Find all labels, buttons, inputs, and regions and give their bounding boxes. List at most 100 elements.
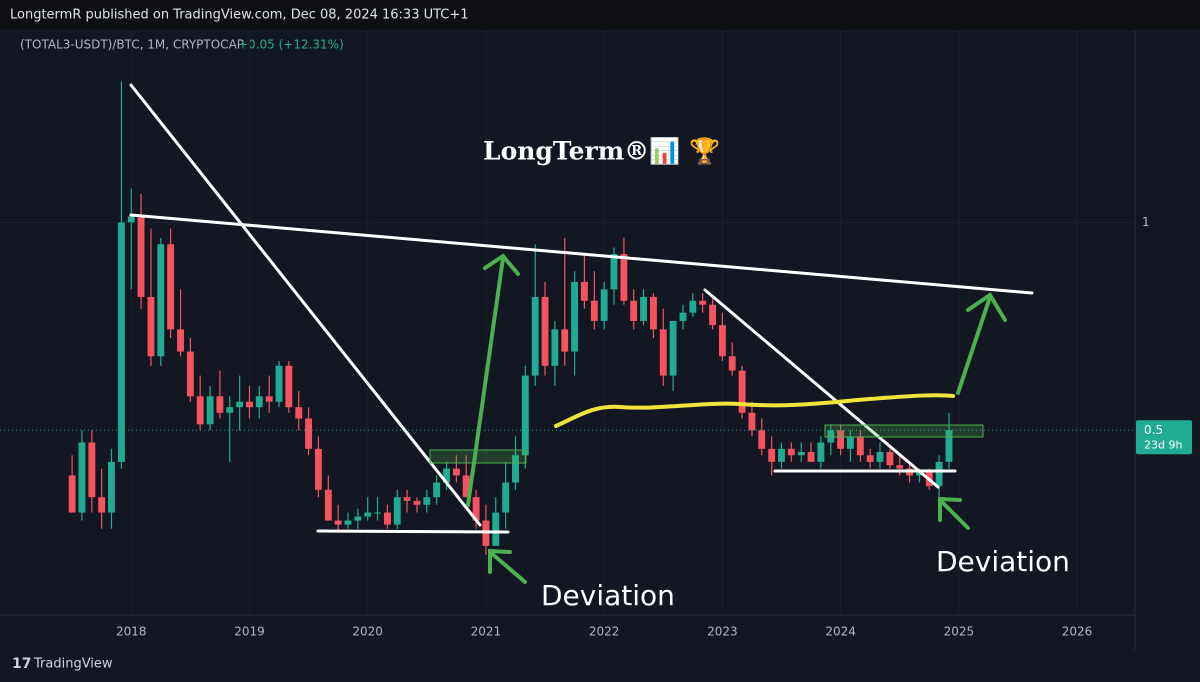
candle-body (945, 430, 953, 462)
candle-body (817, 442, 825, 462)
candle-body (255, 396, 263, 408)
candle-body (452, 468, 460, 476)
candle-body (896, 465, 904, 469)
x-tick-label: 2019 (234, 625, 265, 639)
candle-body (709, 304, 717, 326)
arrow (938, 496, 970, 530)
candle-body (78, 442, 86, 513)
candle-body (117, 222, 125, 462)
trendline (316, 529, 510, 534)
candle-body (374, 512, 381, 514)
header-bar (0, 0, 1200, 30)
candle-body (226, 407, 234, 413)
x-tick-label: 2018 (116, 625, 147, 639)
candle-body (610, 254, 618, 290)
chart-bg (0, 30, 1200, 650)
moving-average (554, 393, 955, 428)
candle-body (433, 482, 441, 498)
arrow (956, 292, 1007, 395)
candle-body (738, 370, 746, 413)
candle-body (630, 300, 638, 321)
candle-body (787, 448, 795, 456)
candle-body (216, 396, 224, 413)
trendline (703, 288, 940, 489)
candle-body (443, 468, 450, 483)
candle-body (600, 289, 608, 321)
candle-body (393, 497, 401, 525)
candle-body (236, 401, 244, 408)
x-tick-label: 2024 (825, 625, 856, 639)
arrows (466, 253, 1007, 584)
candle-body (541, 296, 549, 366)
zone (824, 424, 984, 438)
candle-body (640, 296, 647, 321)
candle-body (679, 312, 687, 321)
candle-body (620, 254, 628, 301)
candle-body (137, 216, 145, 297)
candle-body (827, 430, 835, 443)
footer-text: TradingView (33, 657, 113, 672)
candle-body (758, 430, 766, 449)
candle-body (413, 500, 421, 505)
candle-body (718, 325, 726, 357)
drawings (129, 83, 1034, 584)
candle-body (916, 472, 923, 476)
candle-body (521, 375, 529, 456)
candle-body (580, 281, 588, 301)
candle-body (167, 244, 175, 330)
candle-body (98, 497, 106, 513)
candle-body (778, 448, 785, 462)
price-label-bg (1136, 420, 1192, 455)
candle-body (699, 300, 707, 305)
candle-body (275, 365, 283, 402)
candle-body (866, 455, 874, 462)
candle-body (935, 461, 943, 487)
header-text: LongtermR published on TradingView.com, … (10, 8, 469, 23)
candle-body (196, 396, 204, 425)
countdown: 23d 9h (1144, 438, 1182, 451)
chart-title: LongTerm®📊 🏆 (483, 137, 720, 166)
trendline (129, 213, 1034, 295)
candle-body (502, 482, 510, 513)
candle-body (246, 401, 253, 408)
candle-body (551, 329, 559, 366)
annotation: Deviation (936, 545, 1070, 578)
candle-body (876, 452, 884, 462)
symbol: (TOTAL3-USDT)/BTC, 1M, CRYPTOCAP (20, 38, 244, 52)
x-tick-label: 2022 (589, 625, 620, 639)
candle-body (846, 436, 854, 449)
candle-body (324, 489, 332, 521)
candle-body (650, 296, 657, 330)
x-tick-label: 2025 (944, 625, 975, 639)
candle-body (728, 356, 736, 371)
change: +0.05 (+12.31%) (238, 38, 344, 52)
candle-body (206, 396, 214, 425)
candle-body (561, 329, 569, 352)
candle-body (108, 461, 115, 513)
candle-body (68, 475, 76, 513)
candle-body (354, 516, 362, 521)
candle-body (689, 300, 697, 313)
candle-body (659, 329, 667, 376)
candle-body (837, 430, 845, 449)
zone (429, 449, 527, 464)
candle-body (305, 418, 313, 449)
last-price-label: 0.5 (1144, 423, 1163, 437)
candle-body (334, 520, 342, 525)
candle-body (127, 216, 135, 223)
candle-body (886, 452, 894, 466)
candle-body (492, 512, 500, 546)
candle-body (531, 296, 539, 376)
x-tick-label: 2026 (1062, 625, 1093, 639)
candle-body (403, 497, 411, 501)
candle-body (423, 497, 431, 505)
trendline (129, 83, 482, 527)
candle-body (88, 442, 96, 498)
candle-body (807, 452, 815, 462)
x-tick-label: 2020 (352, 625, 383, 639)
candle-body (186, 351, 194, 397)
candle-body (856, 436, 864, 456)
candle-body (314, 448, 322, 490)
